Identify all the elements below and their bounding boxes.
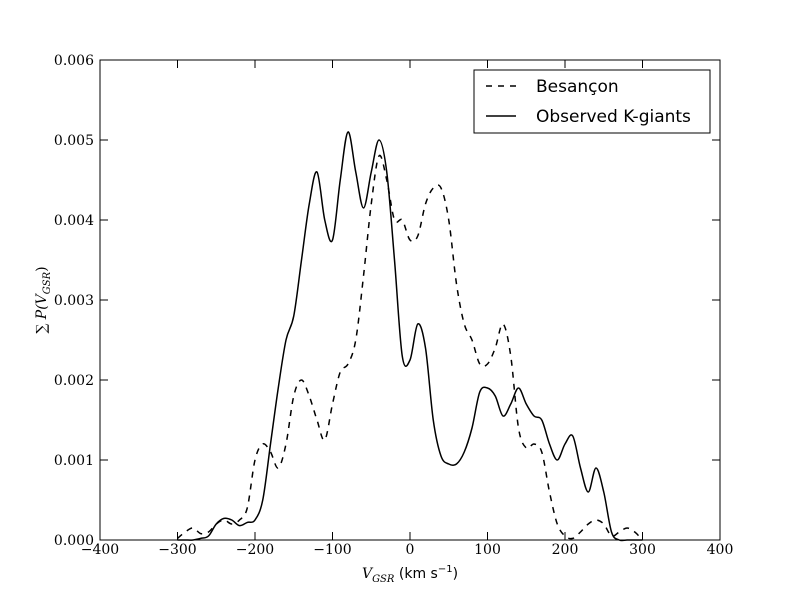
x-tick-label: 400 — [707, 542, 734, 558]
x-tick-label: 300 — [629, 542, 656, 558]
y-tick-label: 0.005 — [54, 133, 94, 149]
y-tick-label: 0.000 — [54, 533, 94, 549]
x-tick-label: 0 — [406, 542, 415, 558]
y-tick-label: 0.002 — [54, 373, 94, 389]
data-line — [177, 154, 644, 541]
y-axis-label-part: GSR — [42, 271, 53, 294]
x-axis-label: VGSR (km s−1) — [362, 564, 458, 585]
y-tick-label: 0.003 — [54, 293, 94, 309]
y-axis-label-part: ) — [34, 266, 50, 271]
x-axis-label-part: V — [362, 566, 374, 582]
legend-label: Observed K-giants — [536, 107, 691, 127]
y-tick-label: 0.004 — [54, 213, 94, 229]
x-tick-label: 100 — [474, 542, 501, 558]
x-tick-label: −200 — [236, 542, 274, 558]
x-tick-label: −100 — [313, 542, 351, 558]
y-tick-label: 0.001 — [54, 453, 94, 469]
legend-label: Besançon — [536, 77, 619, 97]
y-axis-label: ∑ P(VGSR) — [34, 266, 53, 333]
x-axis-label-part: (km s — [394, 566, 437, 582]
y-tick-label: 0.006 — [54, 53, 94, 69]
legend-box — [473, 69, 711, 134]
x-axis-label-part: −1 — [438, 564, 453, 575]
x-axis-label-part: ) — [453, 566, 458, 582]
x-axis-label-part: GSR — [372, 574, 395, 585]
x-tick-label: −300 — [158, 542, 196, 558]
x-tick-label: −400 — [81, 542, 119, 558]
y-axis-label-part: ∑ P(V — [34, 292, 50, 333]
x-tick-label: 200 — [552, 542, 579, 558]
plot-frame — [99, 59, 721, 541]
data-line — [177, 131, 643, 542]
